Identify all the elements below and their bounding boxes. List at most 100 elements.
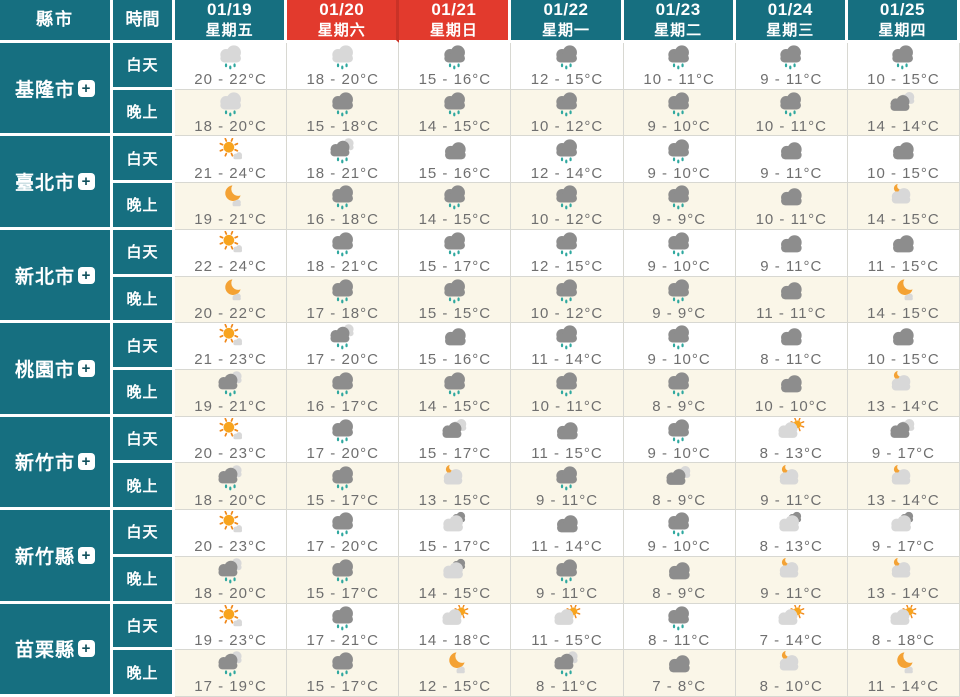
rain-icon	[320, 184, 366, 211]
cloudy-icon	[432, 324, 478, 351]
rain-icon	[432, 184, 478, 211]
date-header-01-19: 01/19 星期五	[175, 0, 288, 43]
temperature-range: 10 - 15°C	[867, 71, 940, 89]
forecast-cell: 14 - 15°C	[399, 556, 512, 604]
temperature-range: 16 - 18°C	[306, 211, 379, 229]
city-cell-2[interactable]: 新北市 +	[0, 229, 113, 324]
cloudy-icon	[432, 138, 478, 165]
sunny-icon	[208, 511, 254, 538]
partly-sunny-icon	[768, 417, 814, 445]
rain-icon	[656, 371, 702, 398]
forecast-cell: 18 - 21°C	[287, 136, 400, 184]
city-cell-5[interactable]: 新竹縣 +	[0, 510, 113, 604]
forecast-cell: 9 - 10°C	[623, 89, 736, 137]
temperature-range: 10 - 11°C	[755, 117, 827, 135]
mostly-cloudy-icon	[880, 91, 926, 118]
expand-plus-icon[interactable]: +	[78, 79, 95, 97]
temperature-range: 10 - 11°C	[755, 211, 827, 229]
rain-icon	[320, 371, 366, 398]
forecast-cell: 18 - 21°C	[287, 229, 400, 277]
forecast-cell: 11 - 11°C	[735, 276, 848, 324]
day-time-label: 白天	[113, 603, 175, 651]
forecast-cell: 9 - 10°C	[623, 136, 736, 184]
forecast-cell: 19 - 21°C	[175, 183, 288, 230]
temperature-range: 12 - 15°C	[418, 678, 492, 696]
forecast-cell: 12 - 15°C	[399, 650, 512, 697]
rain-icon	[320, 558, 366, 585]
rain-icon	[432, 231, 478, 258]
rain-icon	[768, 91, 814, 118]
rain-cloudy-icon	[208, 651, 254, 678]
rain-icon	[656, 91, 702, 118]
forecast-cell: 17 - 18°C	[287, 276, 400, 324]
temperature-range: 22 - 24°C	[194, 257, 267, 275]
county-column-header: 縣市	[0, 0, 113, 43]
temperature-range: 9 - 17°C	[871, 444, 936, 462]
expand-plus-icon[interactable]: +	[78, 173, 95, 191]
temperature-range: 19 - 21°C	[194, 398, 267, 416]
temperature-range: 11 - 14°C	[867, 678, 940, 696]
date-label: 01/22	[543, 0, 589, 20]
rain-cloudy-icon	[544, 651, 590, 678]
temperature-range: 11 - 14°C	[531, 351, 603, 369]
date-header-01-23: 01/23 星期二	[623, 0, 736, 43]
forecast-cell: 16 - 18°C	[287, 183, 400, 230]
weekday-label: 星期日	[429, 22, 478, 40]
forecast-cell: 18 - 20°C	[175, 463, 288, 511]
city-cell-6[interactable]: 苗栗縣 +	[0, 603, 113, 697]
cloudy-icon	[880, 231, 926, 258]
city-cell-0[interactable]: 基隆市 +	[0, 43, 113, 137]
sunny-icon	[208, 417, 254, 445]
clear-night-icon	[432, 651, 478, 678]
night-time-label: 晚上	[113, 370, 175, 417]
city-cell-1[interactable]: 臺北市 +	[0, 136, 113, 230]
rain-cloudy-icon	[208, 558, 254, 585]
partly-cloudy-icon	[432, 558, 478, 585]
expand-plus-icon[interactable]: +	[78, 266, 95, 284]
temperature-range: 9 - 10°C	[647, 117, 711, 135]
night-time-label: 晚上	[113, 89, 175, 137]
forecast-cell: 8 - 9°C	[623, 370, 736, 417]
city-name: 新竹縣	[14, 546, 75, 568]
expand-plus-icon[interactable]: +	[78, 546, 95, 564]
rain-icon	[432, 91, 478, 118]
city-cell-3[interactable]: 桃園市 +	[0, 323, 113, 417]
forecast-cell: 7 - 8°C	[623, 650, 736, 697]
sunny-icon	[208, 324, 254, 351]
temperature-range: 15 - 16°C	[418, 351, 492, 369]
day-time-label: 白天	[113, 510, 175, 557]
rain-icon	[320, 511, 366, 538]
city-name: 臺北市	[14, 173, 75, 195]
temperature-range: 10 - 15°C	[867, 164, 940, 182]
forecast-cell: 14 - 15°C	[399, 183, 512, 230]
expand-plus-icon[interactable]: +	[78, 359, 95, 377]
city-cell-4[interactable]: 新竹市 +	[0, 416, 113, 511]
rain-icon	[656, 231, 702, 258]
expand-plus-icon[interactable]: +	[78, 640, 95, 658]
temperature-range: 10 - 15°C	[867, 351, 940, 369]
temperature-range: 13 - 14°C	[867, 584, 940, 602]
temperature-range: 14 - 18°C	[418, 631, 492, 649]
temperature-range: 9 - 17°C	[871, 538, 936, 556]
temperature-range: 10 - 12°C	[530, 211, 604, 229]
mostly-cloudy-icon	[880, 418, 926, 445]
temperature-range: 18 - 20°C	[306, 71, 379, 89]
rain-icon	[656, 44, 702, 71]
forecast-cell: 9 - 9°C	[623, 183, 736, 230]
cloudy-icon	[768, 138, 814, 165]
partly-sunny-icon	[432, 604, 478, 632]
temperature-range: 10 - 12°C	[530, 304, 604, 322]
temperature-range: 12 - 15°C	[530, 257, 604, 275]
partly-cloudy-night-icon	[880, 184, 926, 211]
temperature-range: 20 - 23°C	[194, 444, 267, 462]
temperature-range: 14 - 15°C	[418, 211, 492, 229]
temperature-range: 11 - 11°C	[756, 304, 827, 322]
rain-icon	[656, 184, 702, 211]
forecast-cell: 10 - 12°C	[511, 89, 624, 137]
temperature-range: 17 - 20°C	[306, 538, 379, 556]
forecast-cell: 18 - 20°C	[175, 89, 288, 137]
forecast-cell: 17 - 20°C	[287, 323, 400, 370]
temperature-range: 8 - 10°C	[759, 678, 823, 696]
expand-plus-icon[interactable]: +	[78, 453, 95, 471]
